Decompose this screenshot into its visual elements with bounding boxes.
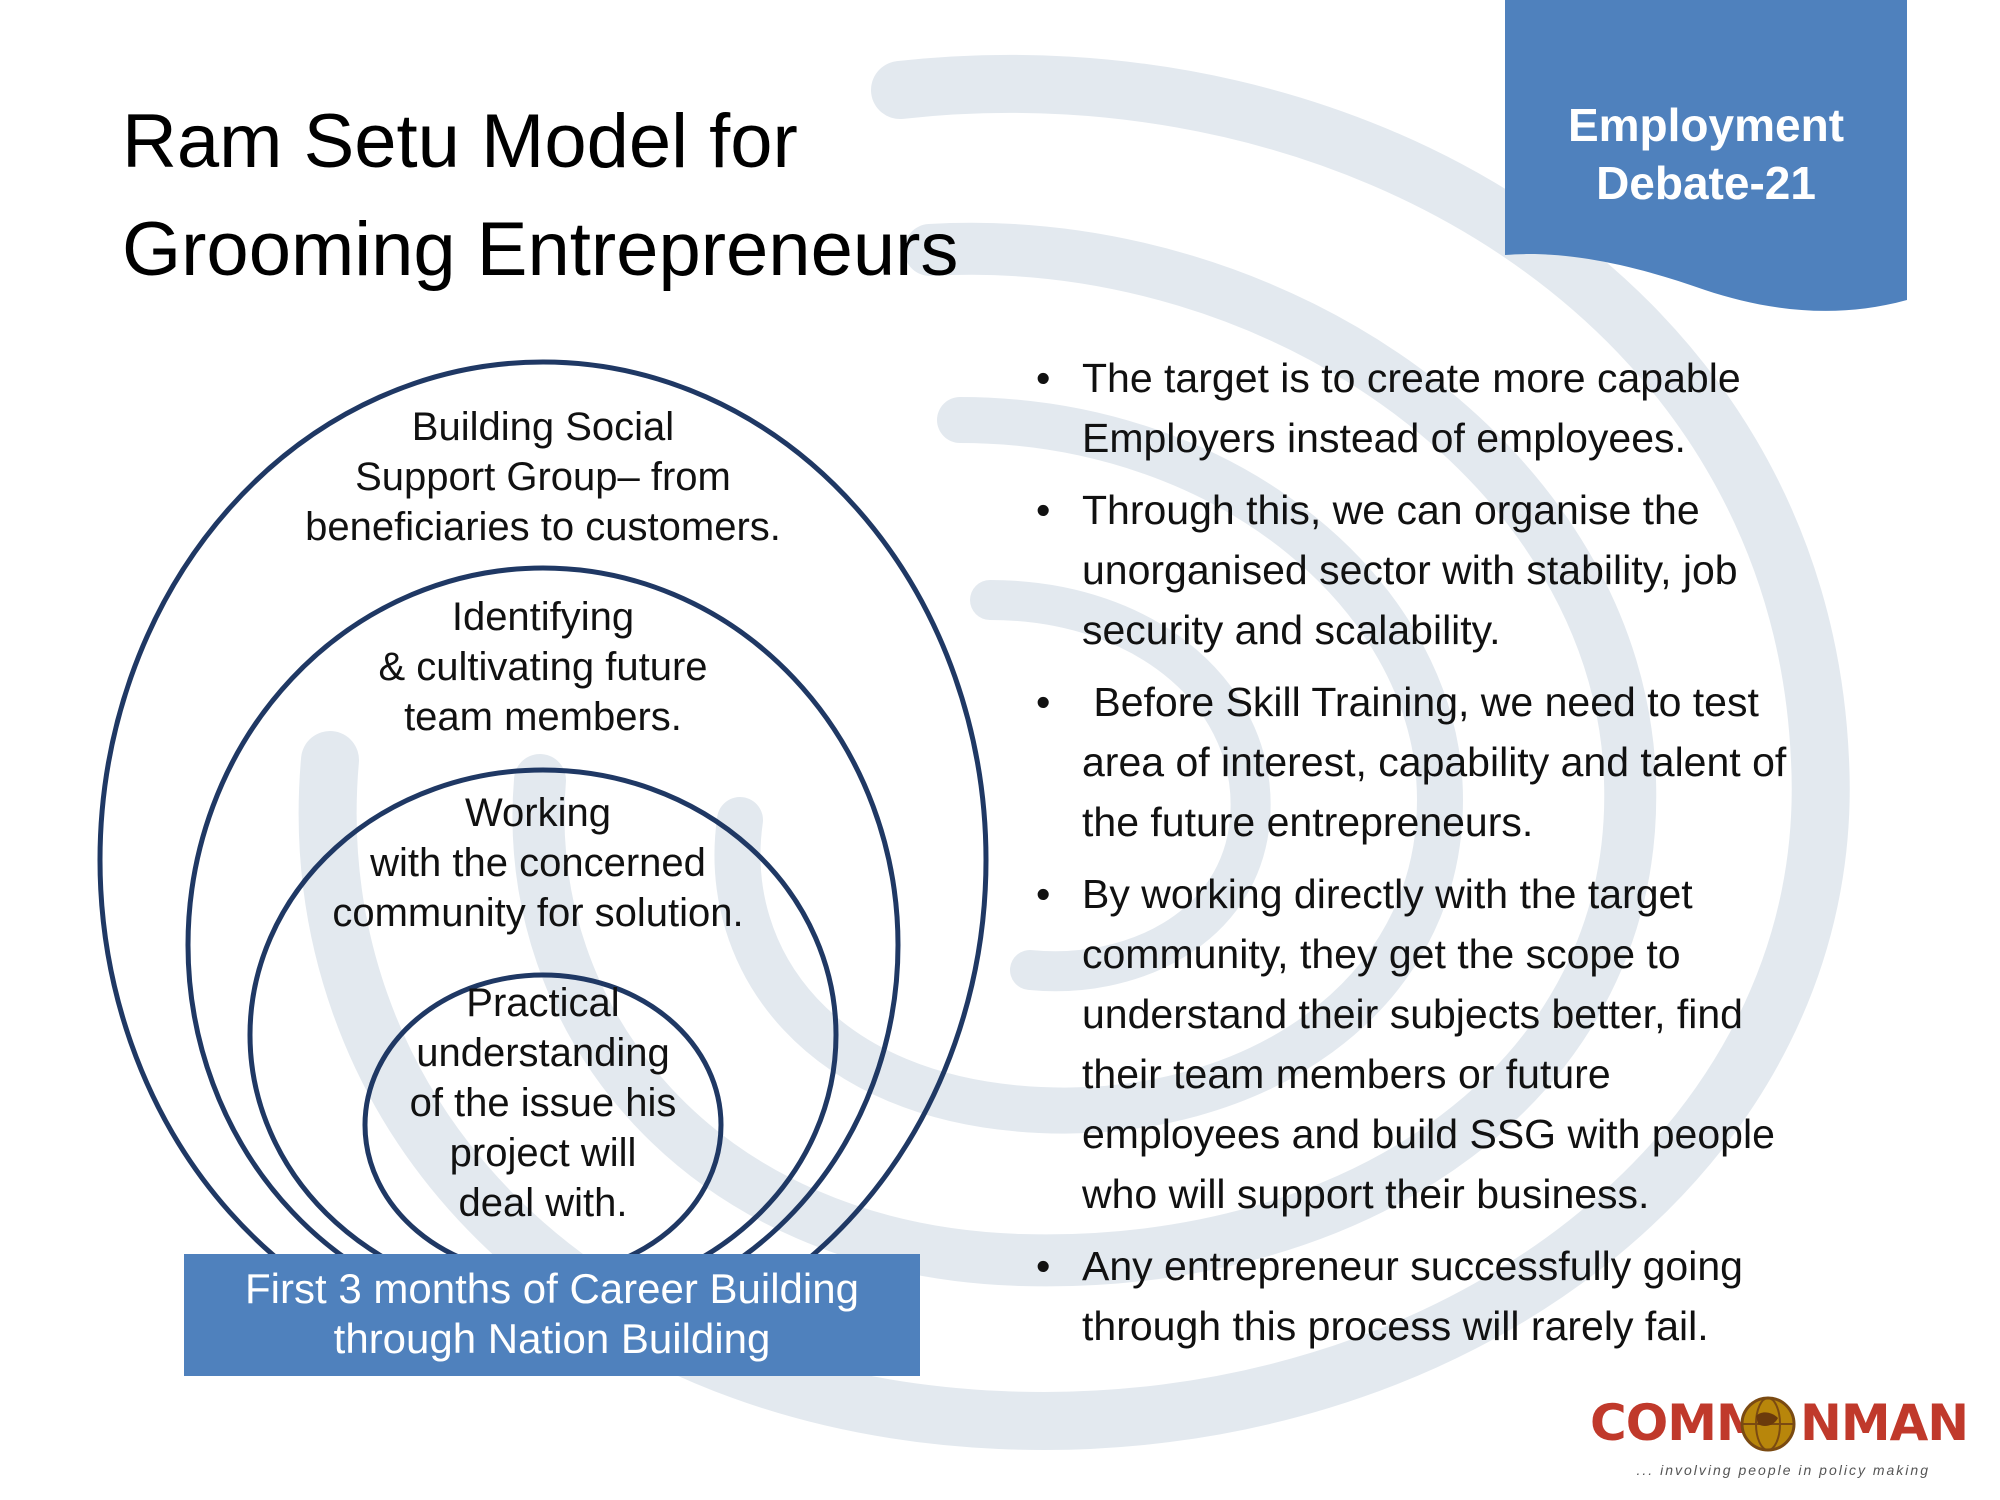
bullet-item: • Before Skill Training, we need to test… (1036, 672, 1956, 852)
bullet-item: • Any entrepreneur successfully going th… (1036, 1236, 1956, 1356)
bullet-line: Employers instead of employees. (1082, 415, 1686, 461)
logo-text-left: COMM (1590, 1394, 1766, 1452)
page-title: Ram Setu Model for Grooming Entrepreneur… (122, 88, 958, 304)
bullet-line: Through this, we can organise the (1082, 487, 1700, 533)
ring-second-line: & cultivating future (378, 645, 708, 689)
ring-inner-line: deal with. (458, 1181, 628, 1225)
badge-line-2: Debate-21 (1596, 157, 1816, 209)
ring-outer-line: Building Social (411, 405, 675, 449)
badge-label: Employment Debate-21 (1505, 96, 1907, 212)
bullet-line: the future entrepreneurs. (1082, 799, 1534, 845)
ring-third-line: community for solution. (332, 891, 744, 935)
bullet-line: By working directly with the target (1082, 871, 1693, 917)
bullet-item: • The target is to create more capable E… (1036, 348, 1956, 468)
logo-text-right: NMAN (1800, 1394, 1969, 1452)
ring-label-outer: Building Social Support Group– from bene… (243, 402, 843, 552)
caption-line-2: through Nation Building (333, 1315, 771, 1362)
event-badge (1505, 0, 1907, 311)
bullet-line: area of interest, capability and talent … (1082, 739, 1787, 785)
ring-inner-line: project will (449, 1131, 637, 1175)
globe-icon (1740, 1396, 1796, 1452)
bullet-item: • Through this, we can organise the unor… (1036, 480, 1956, 660)
title-line-2: Grooming Entrepreneurs (122, 207, 959, 292)
bullet-dot-icon: • (1036, 1243, 1051, 1289)
bullet-list: • The target is to create more capable E… (1036, 348, 1956, 1368)
bullet-line: community, they get the scope to (1082, 931, 1681, 977)
bullet-line: The target is to create more capable (1082, 355, 1741, 401)
bullet-line: security and scalability. (1082, 607, 1501, 653)
caption-line-1: First 3 months of Career Building (245, 1265, 859, 1312)
ring-inner-line: Practical (466, 981, 620, 1025)
ring-third-line: with the concerned (370, 841, 706, 885)
ring-second-line: team members. (404, 695, 682, 739)
ring-label-second: Identifying & cultivating future team me… (293, 592, 793, 742)
bullet-line: who will support their business. (1082, 1171, 1650, 1217)
ring-outer-line: beneficiaries to customers. (305, 505, 781, 549)
bullet-dot-icon: • (1036, 487, 1051, 533)
bullet-line: their team members or future (1082, 1051, 1611, 1097)
commonman-logo: COMM NMAN ... involving people in policy… (1590, 1392, 1969, 1492)
bullet-dot-icon: • (1036, 355, 1051, 401)
bullet-line: unorganised sector with stability, job (1082, 547, 1738, 593)
bullet-dot-icon: • (1036, 679, 1051, 725)
ring-inner-line: of the issue his (409, 1081, 677, 1125)
diagram-caption-box: First 3 months of Career Building throug… (184, 1254, 920, 1376)
ring-label-inner: Practical understanding of the issue his… (373, 978, 713, 1228)
badge-shape (1505, 0, 1907, 311)
bullet-dot-icon: • (1036, 871, 1051, 917)
bullet-line: Before Skill Training, we need to test (1082, 679, 1759, 725)
bullet-item: • By working directly with the target co… (1036, 864, 1956, 1224)
bullet-line: understand their subjects better, find (1082, 991, 1743, 1037)
ring-outer-line: Support Group– from (355, 455, 731, 499)
badge-line-1: Employment (1567, 99, 1845, 151)
ring-label-third: Working with the concerned community for… (268, 788, 808, 938)
ring-inner-line: understanding (416, 1031, 670, 1075)
ring-second-line: Identifying (451, 595, 635, 639)
logo-tagline: ... involving people in policy making (1636, 1462, 1930, 1478)
bullet-line: employees and build SSG with people (1082, 1111, 1775, 1157)
bullet-line: through this process will rarely fail. (1082, 1303, 1709, 1349)
title-line-1: Ram Setu Model for (122, 99, 798, 184)
bullet-line: Any entrepreneur successfully going (1082, 1243, 1743, 1289)
ring-third-line: Working (465, 791, 611, 835)
